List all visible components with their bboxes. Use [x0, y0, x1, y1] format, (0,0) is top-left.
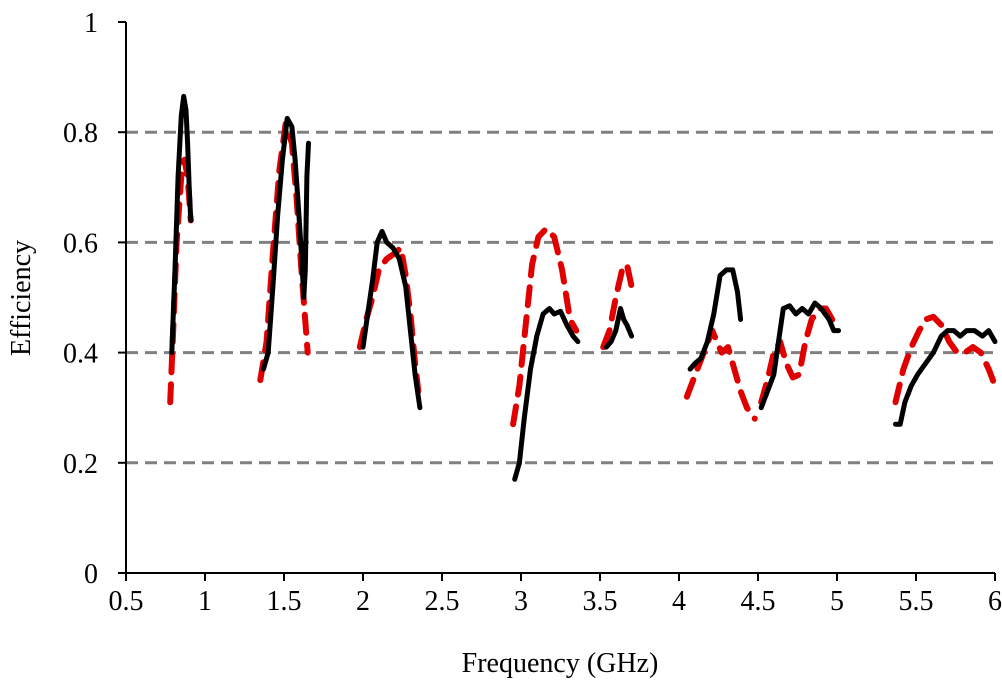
x-tick-label: 5: [830, 586, 844, 617]
x-tick-label: 0.5: [109, 586, 144, 617]
x-tick-label: 6: [988, 586, 1002, 617]
x-tick-label: 1.5: [267, 586, 302, 617]
x-tick-label: 2: [356, 586, 370, 617]
x-tick-label: 3: [514, 586, 528, 617]
solid-series-segment-2: [360, 228, 423, 411]
solid-series-segment-4: [603, 306, 635, 350]
x-tick-label: 3.5: [583, 586, 618, 617]
y-tick-label: 0.8: [63, 118, 98, 149]
x-tick-label: 1: [198, 586, 212, 617]
dashed-series-segment-5: [683, 327, 758, 422]
dashed-series-segment-6: [758, 305, 836, 406]
x-tick-label: 4: [672, 586, 686, 617]
y-ticks: 0 0.2 0.4 0.6 0.8 1: [63, 8, 126, 590]
dashed-series-segment-3: [510, 225, 580, 428]
y-tick-label: 0.4: [63, 339, 98, 370]
solid-series-segment-3: [512, 306, 581, 482]
y-tick-label: 1: [84, 8, 98, 39]
solid-series-segment-0: [169, 93, 194, 356]
series-group: [167, 93, 998, 482]
axes-group: [125, 22, 995, 574]
x-tick-label: 2.5: [425, 586, 460, 617]
x-tick-label: 5.5: [899, 586, 934, 617]
solid-series-segment-7: [893, 328, 998, 427]
x-ticks: 0.5 1 1.5 2 2.5 3 3.5 4 4.5 5 5.5 6: [109, 573, 1002, 617]
x-tick-label: 4.5: [741, 586, 776, 617]
grid-lines: [126, 130, 995, 465]
solid-series-segment-1: [261, 115, 311, 372]
y-tick-label: 0.2: [63, 449, 98, 480]
y-tick-label: 0.6: [63, 228, 98, 259]
y-tick-label: 0: [84, 559, 98, 590]
x-axis-title: Frequency (GHz): [462, 648, 659, 679]
solid-series-segment-5: [687, 267, 744, 372]
y-axis-title: Efficiency: [6, 240, 37, 356]
dashed-series-segment-4: [600, 261, 635, 351]
solid-series-segment-6: [758, 300, 842, 411]
